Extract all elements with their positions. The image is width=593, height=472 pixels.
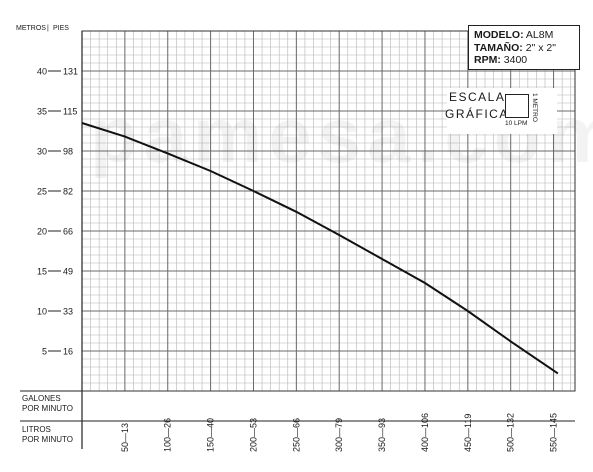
y-tick-pies: 131 [63, 67, 78, 77]
model-info-box: MODELO: AL8M TAMAÑO: 2" x 2" RPM: 3400 [468, 25, 580, 70]
scale-lpm-label: 10 LPM [505, 120, 528, 127]
y-tick-pies: 66 [63, 227, 73, 237]
rpm-row: RPM: 3400 [474, 54, 574, 67]
scale-word-grafica: GRÁFICA [445, 107, 509, 121]
x-tick-label: 350—93 [377, 418, 387, 452]
x-tick-label: 150—40 [206, 418, 216, 452]
y-tick-metros: 25 [37, 187, 47, 197]
scale-metro-label: 1 METRO [531, 93, 538, 122]
modelo-value: AL8M [525, 29, 554, 41]
tamano-value: 2" x 2" [525, 41, 556, 54]
performance-curve [81, 122, 559, 375]
y-tick-metros: 30 [37, 147, 47, 157]
x-tick-label: 300—79 [334, 418, 344, 452]
x-axis-ticks: 50—13 100—26 150—40 200—53 250—66 300—79 350—9… [120, 413, 559, 452]
y-tick-metros: 35 [37, 107, 47, 117]
x-litros-label-2: POR MINUTO [22, 435, 73, 444]
x-tick-label: 100—26 [163, 418, 173, 452]
graphic-scale: ESCALA GRÁFICA 10 LPM 1 METRO [445, 88, 557, 134]
x-tick-label: 450—119 [463, 414, 473, 452]
y-left-header: METROS [16, 25, 46, 32]
x-tick-label: 500—132 [506, 413, 516, 452]
x-litros-label-1: LITROS [22, 425, 51, 434]
y-tick-metros: 40 [37, 67, 47, 77]
scale-square [505, 94, 529, 118]
x-galones-label-1: GALONES [22, 394, 61, 403]
rpm-value: 3400 [503, 54, 528, 66]
grid-minor [81, 30, 575, 392]
plot-frame [81, 30, 576, 392]
x-tick-label: 250—66 [291, 418, 301, 452]
y-tick-metros: 5 [42, 347, 47, 357]
x-tick-label: 400—106 [420, 413, 430, 452]
y-tick-pies: 82 [63, 187, 73, 197]
y-tick-metros: 10 [37, 307, 47, 317]
y-tick-pies: 16 [63, 347, 73, 357]
grid-major [82, 30, 575, 392]
tamano-label: TAMAÑO: [474, 41, 523, 54]
y-tick-pies: 49 [63, 267, 73, 277]
y-tick-metros: 15 [37, 267, 47, 277]
y-tick-pies: 98 [63, 147, 73, 157]
y-right-header: PIES [53, 25, 69, 32]
rpm-label: RPM: [474, 54, 501, 66]
y-axis-ticks: 40 131 35 115 30 98 25 82 20 66 15 49 10 33 5 16 [37, 67, 78, 357]
x-tick-label: 550—145 [549, 413, 559, 452]
y-tick-pies: 33 [63, 307, 73, 317]
modelo-row: MODELO: AL8M [474, 29, 574, 42]
y-tick-pies: 115 [63, 107, 77, 117]
y-header-separator: | [47, 25, 49, 32]
y-tick-metros: 20 [37, 227, 47, 237]
x-tick-label: 50—13 [120, 423, 130, 452]
x-tick-label: 200—53 [248, 418, 258, 452]
axes [20, 30, 576, 449]
tamano-row: TAMAÑO: 2" x 2" [474, 42, 574, 55]
x-galones-label-2: POR MINUTO [22, 404, 73, 413]
modelo-label: MODELO: [474, 29, 524, 41]
scale-word-escala: ESCALA [449, 90, 506, 104]
